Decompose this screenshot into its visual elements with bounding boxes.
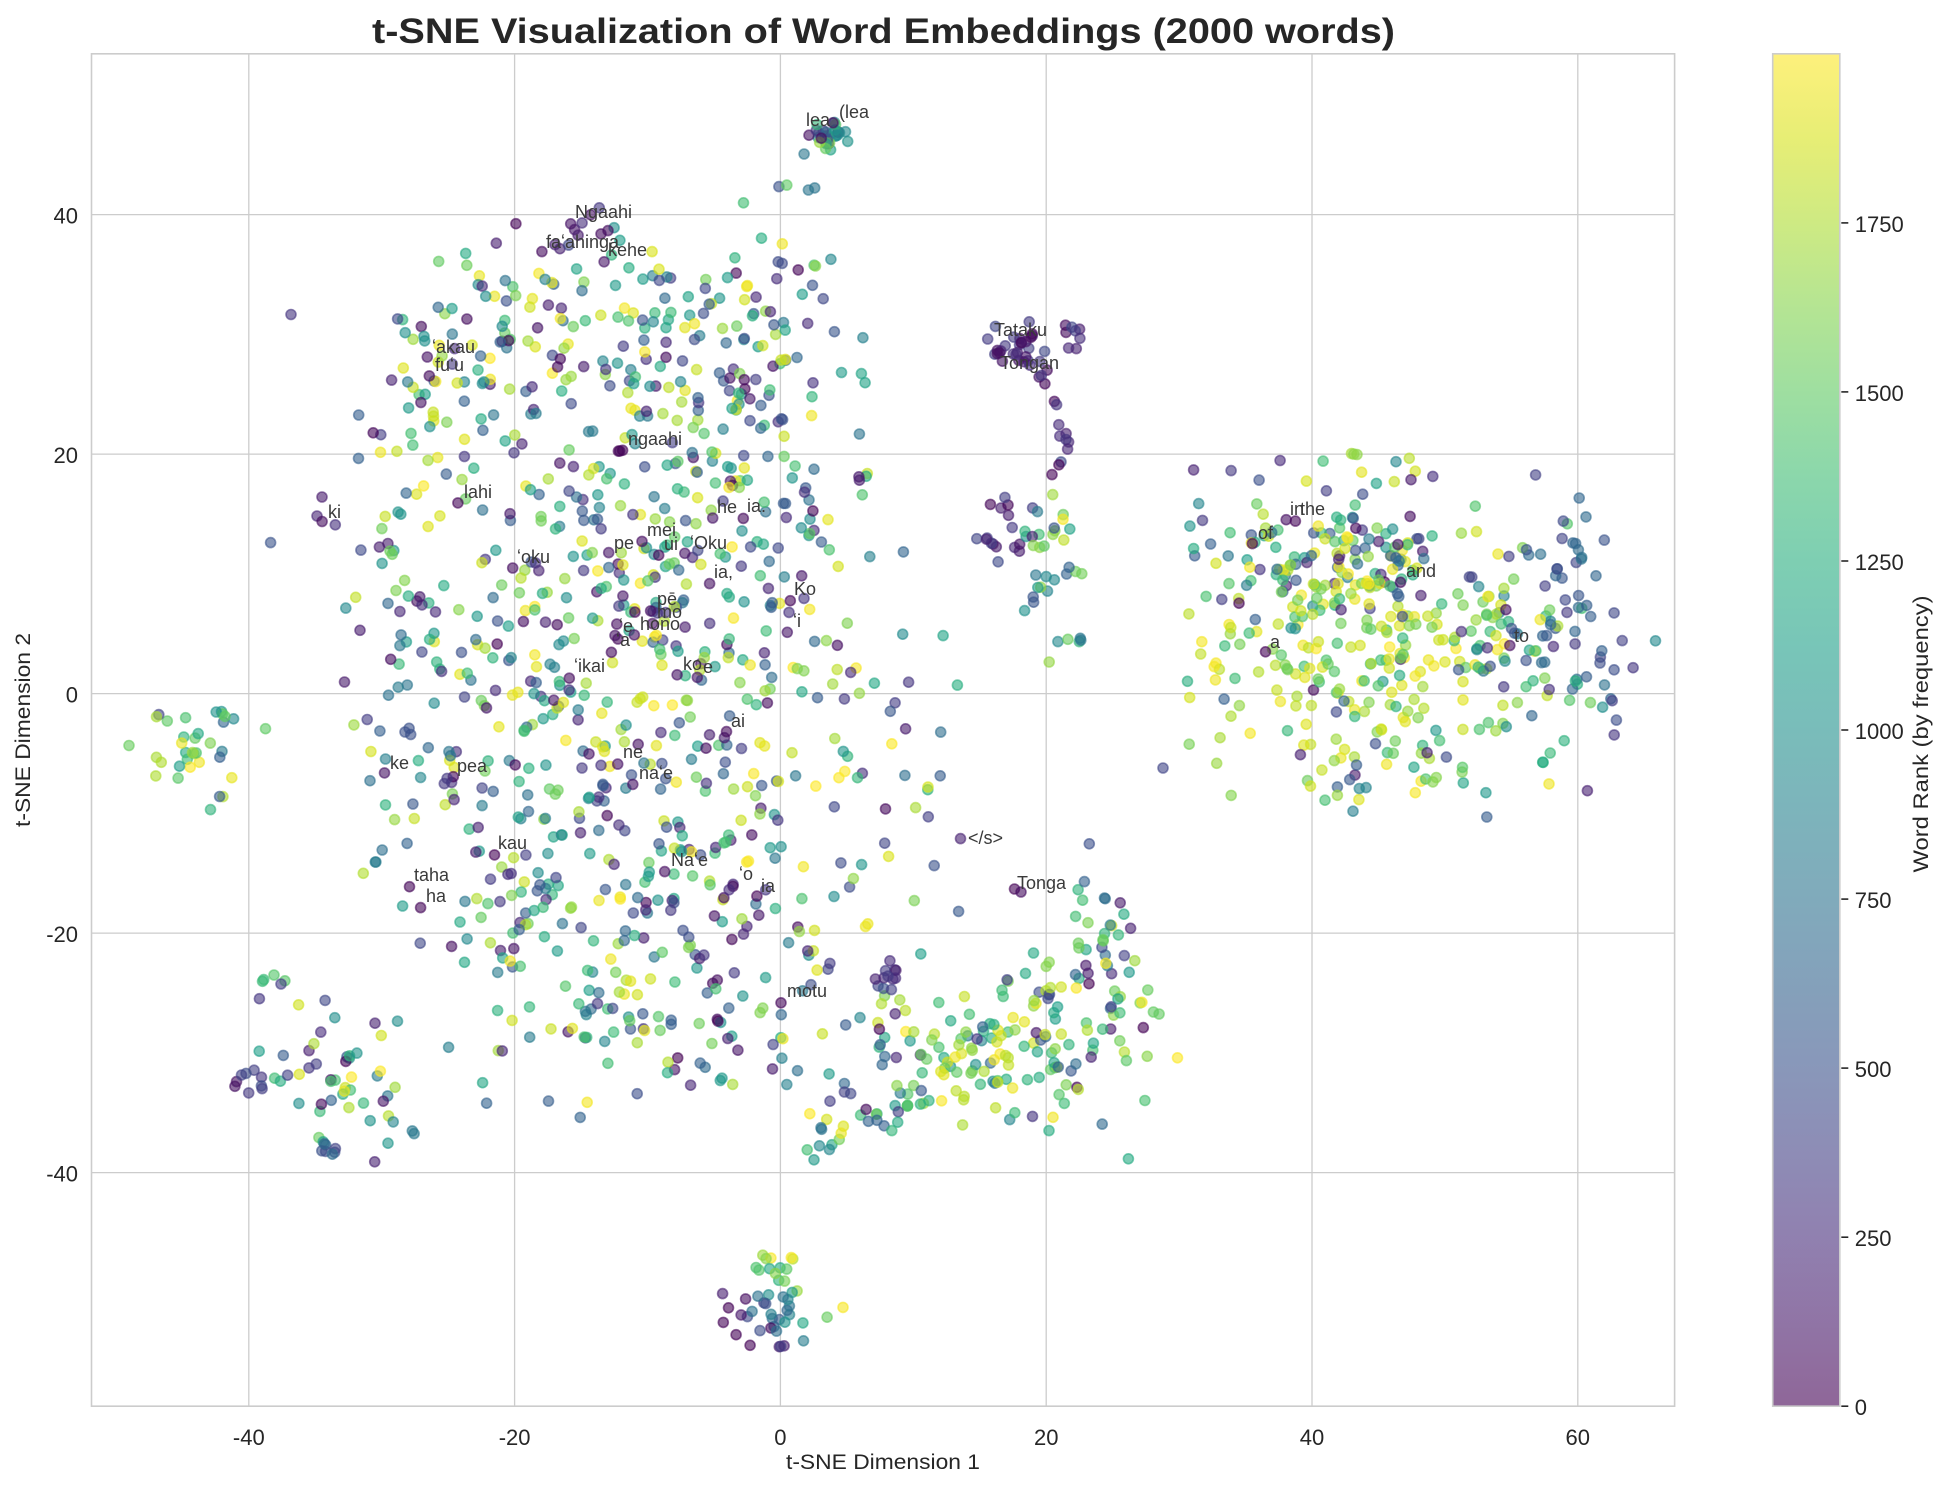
svg-text:1500: 1500 [1855,381,1904,406]
svg-text:a: a [1270,632,1281,652]
svg-text:ʻikai: ʻikai [574,656,605,676]
svg-text:1750: 1750 [1855,212,1904,237]
svg-text:-40: -40 [233,1425,265,1450]
svg-text:taha: taha [414,865,450,885]
svg-text:naʻe: naʻe [639,763,673,783]
svg-text:ko: ko [683,654,702,674]
svg-text:t-SNE Dimension 2: t-SNE Dimension 2 [12,633,35,827]
svg-text:40: 40 [54,204,78,229]
svg-text:fuʻu: fuʻu [435,355,464,375]
svg-text:hono: hono [640,614,680,634]
svg-text:faʻahinga: faʻahinga [546,232,620,252]
svg-text:ki: ki [328,502,341,522]
svg-text:20: 20 [54,443,78,468]
svg-text:ngaahi: ngaahi [628,429,682,449]
svg-text:lahi: lahi [464,482,492,502]
svg-text:ʻe: ʻe [619,616,633,636]
svg-text:ai: ai [731,711,745,731]
svg-text:ke: ke [390,753,409,773]
svg-text:in: in [1290,499,1304,519]
svg-text:mei: mei [647,520,676,540]
svg-text:1000: 1000 [1855,719,1904,744]
svg-text:Tongan: Tongan [1000,353,1059,373]
svg-text:Ko: Ko [794,579,816,599]
svg-text:of: of [1258,523,1274,543]
svg-text:60: 60 [1566,1425,1590,1450]
svg-text:e: e [703,657,713,677]
svg-text:ʻakau: ʻakau [432,337,475,357]
svg-text:ʻo: ʻo [739,864,753,884]
svg-text:he: he [717,497,737,517]
svg-text:Naʻe: Naʻe [671,850,708,870]
svg-text:0: 0 [774,1425,786,1450]
svg-text:ia: ia [761,876,776,896]
svg-text:-40: -40 [46,1162,78,1187]
svg-text:lea: lea [806,110,831,130]
svg-text:mo: mo [657,602,682,622]
svg-text:t-SNE Dimension 1: t-SNE Dimension 1 [786,1451,980,1474]
svg-text:ia,: ia, [714,562,733,582]
svg-text:-20: -20 [46,922,78,947]
svg-text:1250: 1250 [1855,550,1904,575]
svg-text:ʻi: ʻi [793,611,801,631]
svg-text:ʻa: ʻa [616,630,631,650]
svg-text:500: 500 [1855,1057,1892,1082]
svg-text:0: 0 [1855,1395,1867,1420]
svg-text:</s>: </s> [968,828,1003,848]
svg-text:Word Rank (by frequency): Word Rank (by frequency) [1910,596,1933,873]
svg-text:ʻoku: ʻoku [517,547,550,567]
svg-text:ui: ui [664,534,678,554]
svg-text:kehe: kehe [608,240,647,260]
svg-text:Tataku: Tataku [994,320,1047,340]
svg-text:pē: pē [657,589,677,609]
svg-text:(lea: (lea [839,102,870,122]
svg-text:ha: ha [426,886,447,906]
svg-text:40: 40 [1300,1425,1324,1450]
svg-text:pe: pe [614,533,634,553]
svg-text:ia.: ia. [747,496,766,516]
svg-text:ne: ne [623,742,643,762]
svg-text:to: to [1514,626,1529,646]
svg-text:750: 750 [1855,888,1892,913]
svg-text:kau: kau [498,833,527,853]
svg-text:-20: -20 [499,1425,531,1450]
svg-text:Tonga: Tonga [1017,873,1067,893]
svg-text:motu: motu [787,981,827,1001]
svg-text:Ngaahi: Ngaahi [575,202,632,222]
svg-text:250: 250 [1855,1226,1892,1251]
svg-text:pea: pea [457,756,488,776]
svg-text:and: and [1406,561,1436,581]
svg-text:0: 0 [66,683,78,708]
svg-text:ʻOku: ʻOku [690,533,727,553]
svg-text:the: the [1300,499,1325,519]
svg-text:t-SNE Visualization of Word Em: t-SNE Visualization of Word Embeddings (… [372,12,1395,51]
svg-text:20: 20 [1034,1425,1058,1450]
